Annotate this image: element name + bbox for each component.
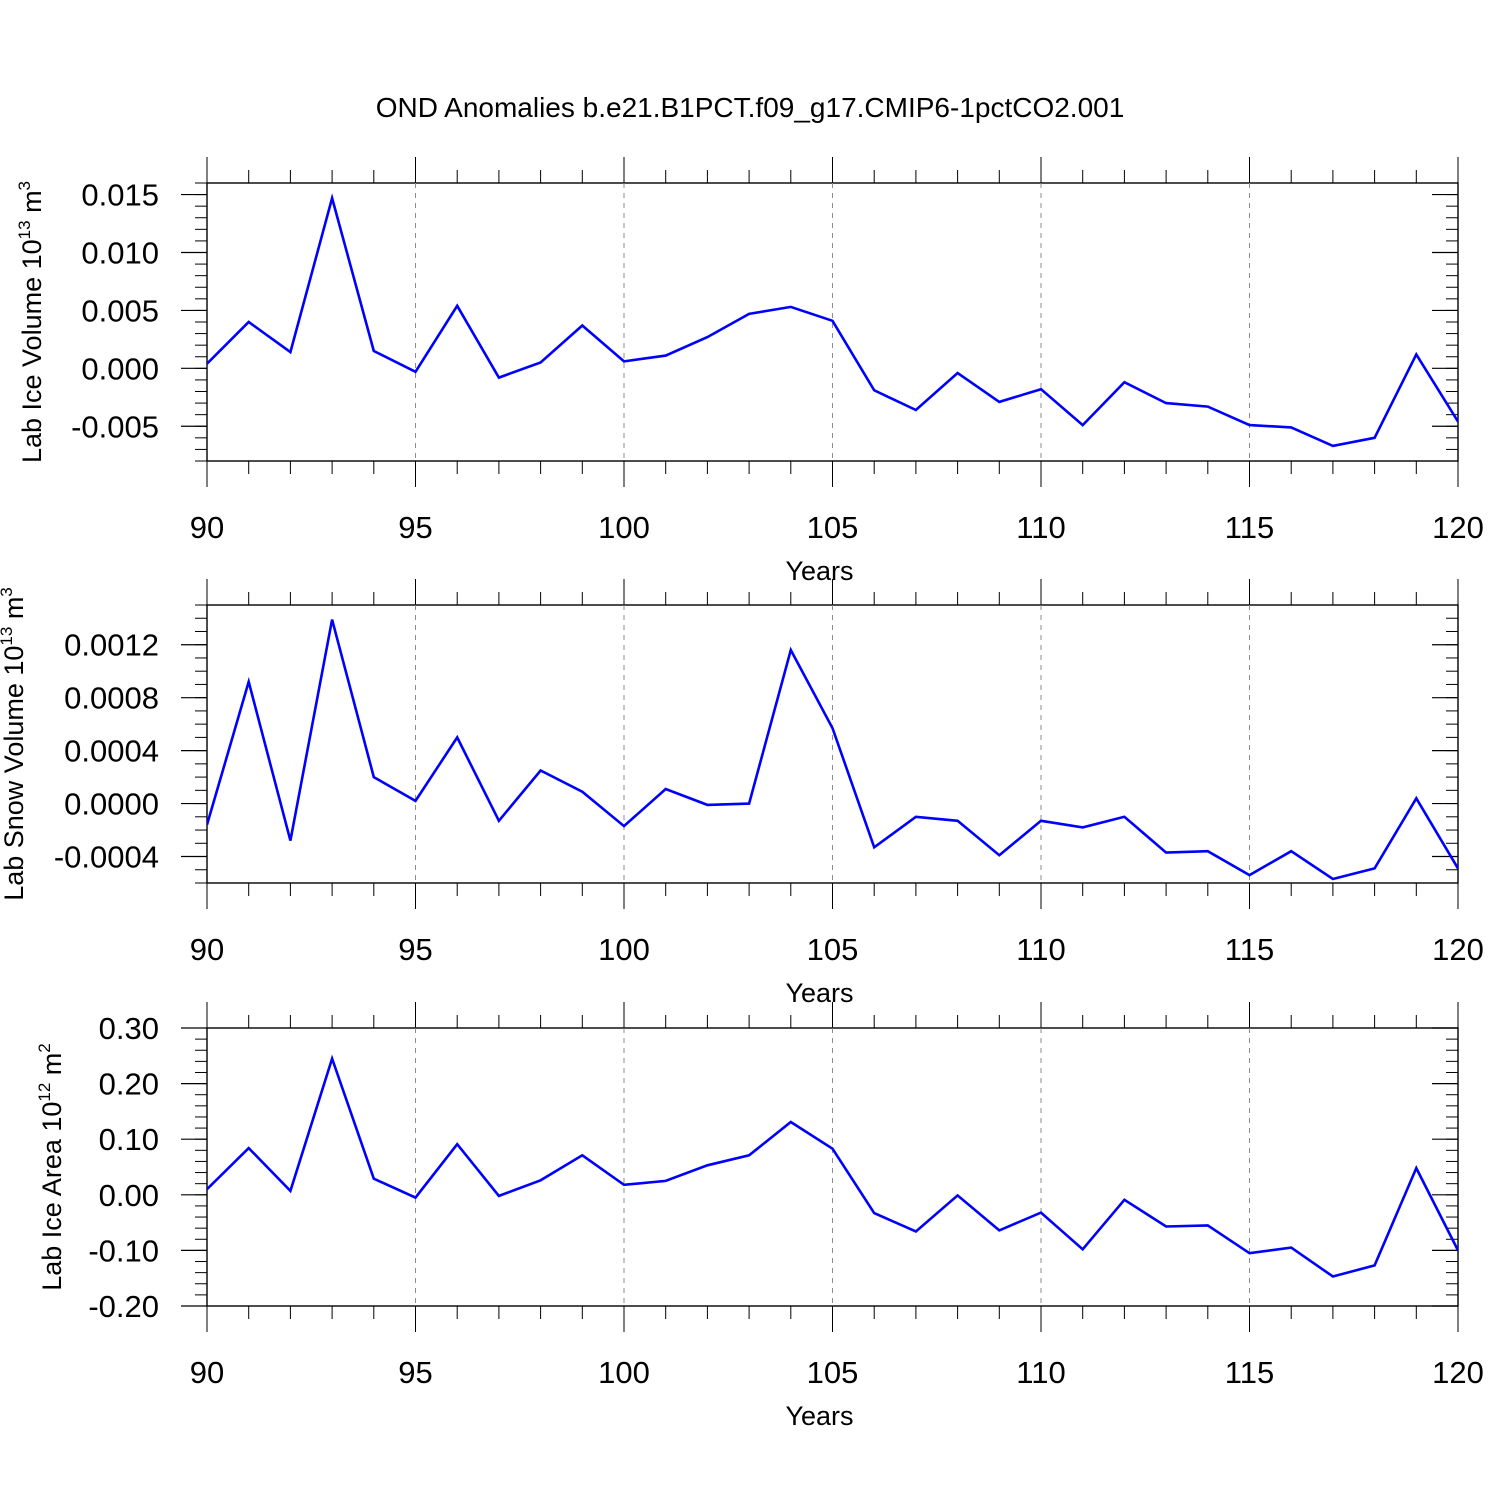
y-tick-label: -0.005 — [71, 409, 159, 444]
x-tick-label: 115 — [1225, 932, 1274, 967]
y-tick-label: 0.00 — [99, 1178, 159, 1213]
x-tick-label: 115 — [1225, 1355, 1274, 1390]
series-line — [207, 619, 1458, 881]
x-tick-label: 105 — [807, 1355, 859, 1390]
y-tick-label: 0.010 — [81, 236, 159, 271]
y-tick-label: 0.015 — [81, 178, 159, 213]
x-tick-label: 110 — [1016, 1355, 1065, 1390]
x-tick-label: 95 — [398, 932, 432, 967]
x-tick-label: 115 — [1225, 510, 1274, 545]
x-tick-label: 105 — [807, 932, 859, 967]
chart-panel-3: -0.20 -0.10 0.00 0.10 0.20 0.30 90 95 100 105 110 1… — [35, 1002, 1484, 1431]
series-line — [207, 1054, 1458, 1278]
chart-panel-1: -0.005 0.000 0.005 0.010 0.015 90 95 100 105 110 1… — [15, 157, 1484, 586]
y-tick-label: 0.0012 — [64, 628, 159, 663]
y-tick-label: 0.005 — [81, 293, 159, 328]
x-tick-label: 90 — [190, 510, 224, 545]
x-tick-label: 100 — [598, 932, 650, 967]
x-axis-label: Years — [785, 1401, 853, 1431]
y-tick-label: 0.30 — [99, 1011, 159, 1046]
x-tick-label: 100 — [598, 510, 650, 545]
chart-panel-2: -0.0004 0.0000 0.0004 0.0008 0.0012 90 95 100 10… — [0, 579, 1484, 1008]
x-tick-label: 105 — [807, 510, 859, 545]
x-tick-label: 100 — [598, 1355, 650, 1390]
y-tick-label: -0.10 — [88, 1233, 159, 1268]
x-tick-label: 120 — [1432, 932, 1484, 967]
x-tick-label: 110 — [1016, 510, 1065, 545]
x-tick-label: 95 — [398, 510, 432, 545]
figure-title: OND Anomalies b.e21.B1PCT.f09_g17.CMIP6-… — [375, 92, 1125, 123]
x-tick-label: 120 — [1432, 510, 1484, 545]
y-tick-label: 0.10 — [99, 1122, 159, 1157]
x-tick-label: 120 — [1432, 1355, 1484, 1390]
y-tick-label: -0.0004 — [54, 840, 159, 875]
x-tick-label: 95 — [398, 1355, 432, 1390]
y-tick-label: -0.20 — [88, 1289, 159, 1324]
y-tick-label: 0.0000 — [64, 787, 159, 822]
y-axis-label: Lab Snow Volume 1013 m3 — [0, 587, 29, 901]
x-tick-label: 110 — [1016, 932, 1065, 967]
y-axis-label: Lab Ice Area 1012 m2 — [35, 1043, 67, 1291]
y-tick-label: 0.0004 — [64, 734, 159, 769]
y-tick-label: 0.000 — [81, 351, 159, 386]
x-tick-label: 90 — [190, 1355, 224, 1390]
x-axis-label: Years — [785, 978, 853, 1008]
y-axis-label: Lab Ice Volume 1013 m3 — [15, 181, 47, 463]
x-axis-label: Years — [785, 556, 853, 586]
y-tick-label: 0.20 — [99, 1067, 159, 1102]
y-tick-label: 0.0008 — [64, 681, 159, 716]
x-tick-label: 90 — [190, 932, 224, 967]
